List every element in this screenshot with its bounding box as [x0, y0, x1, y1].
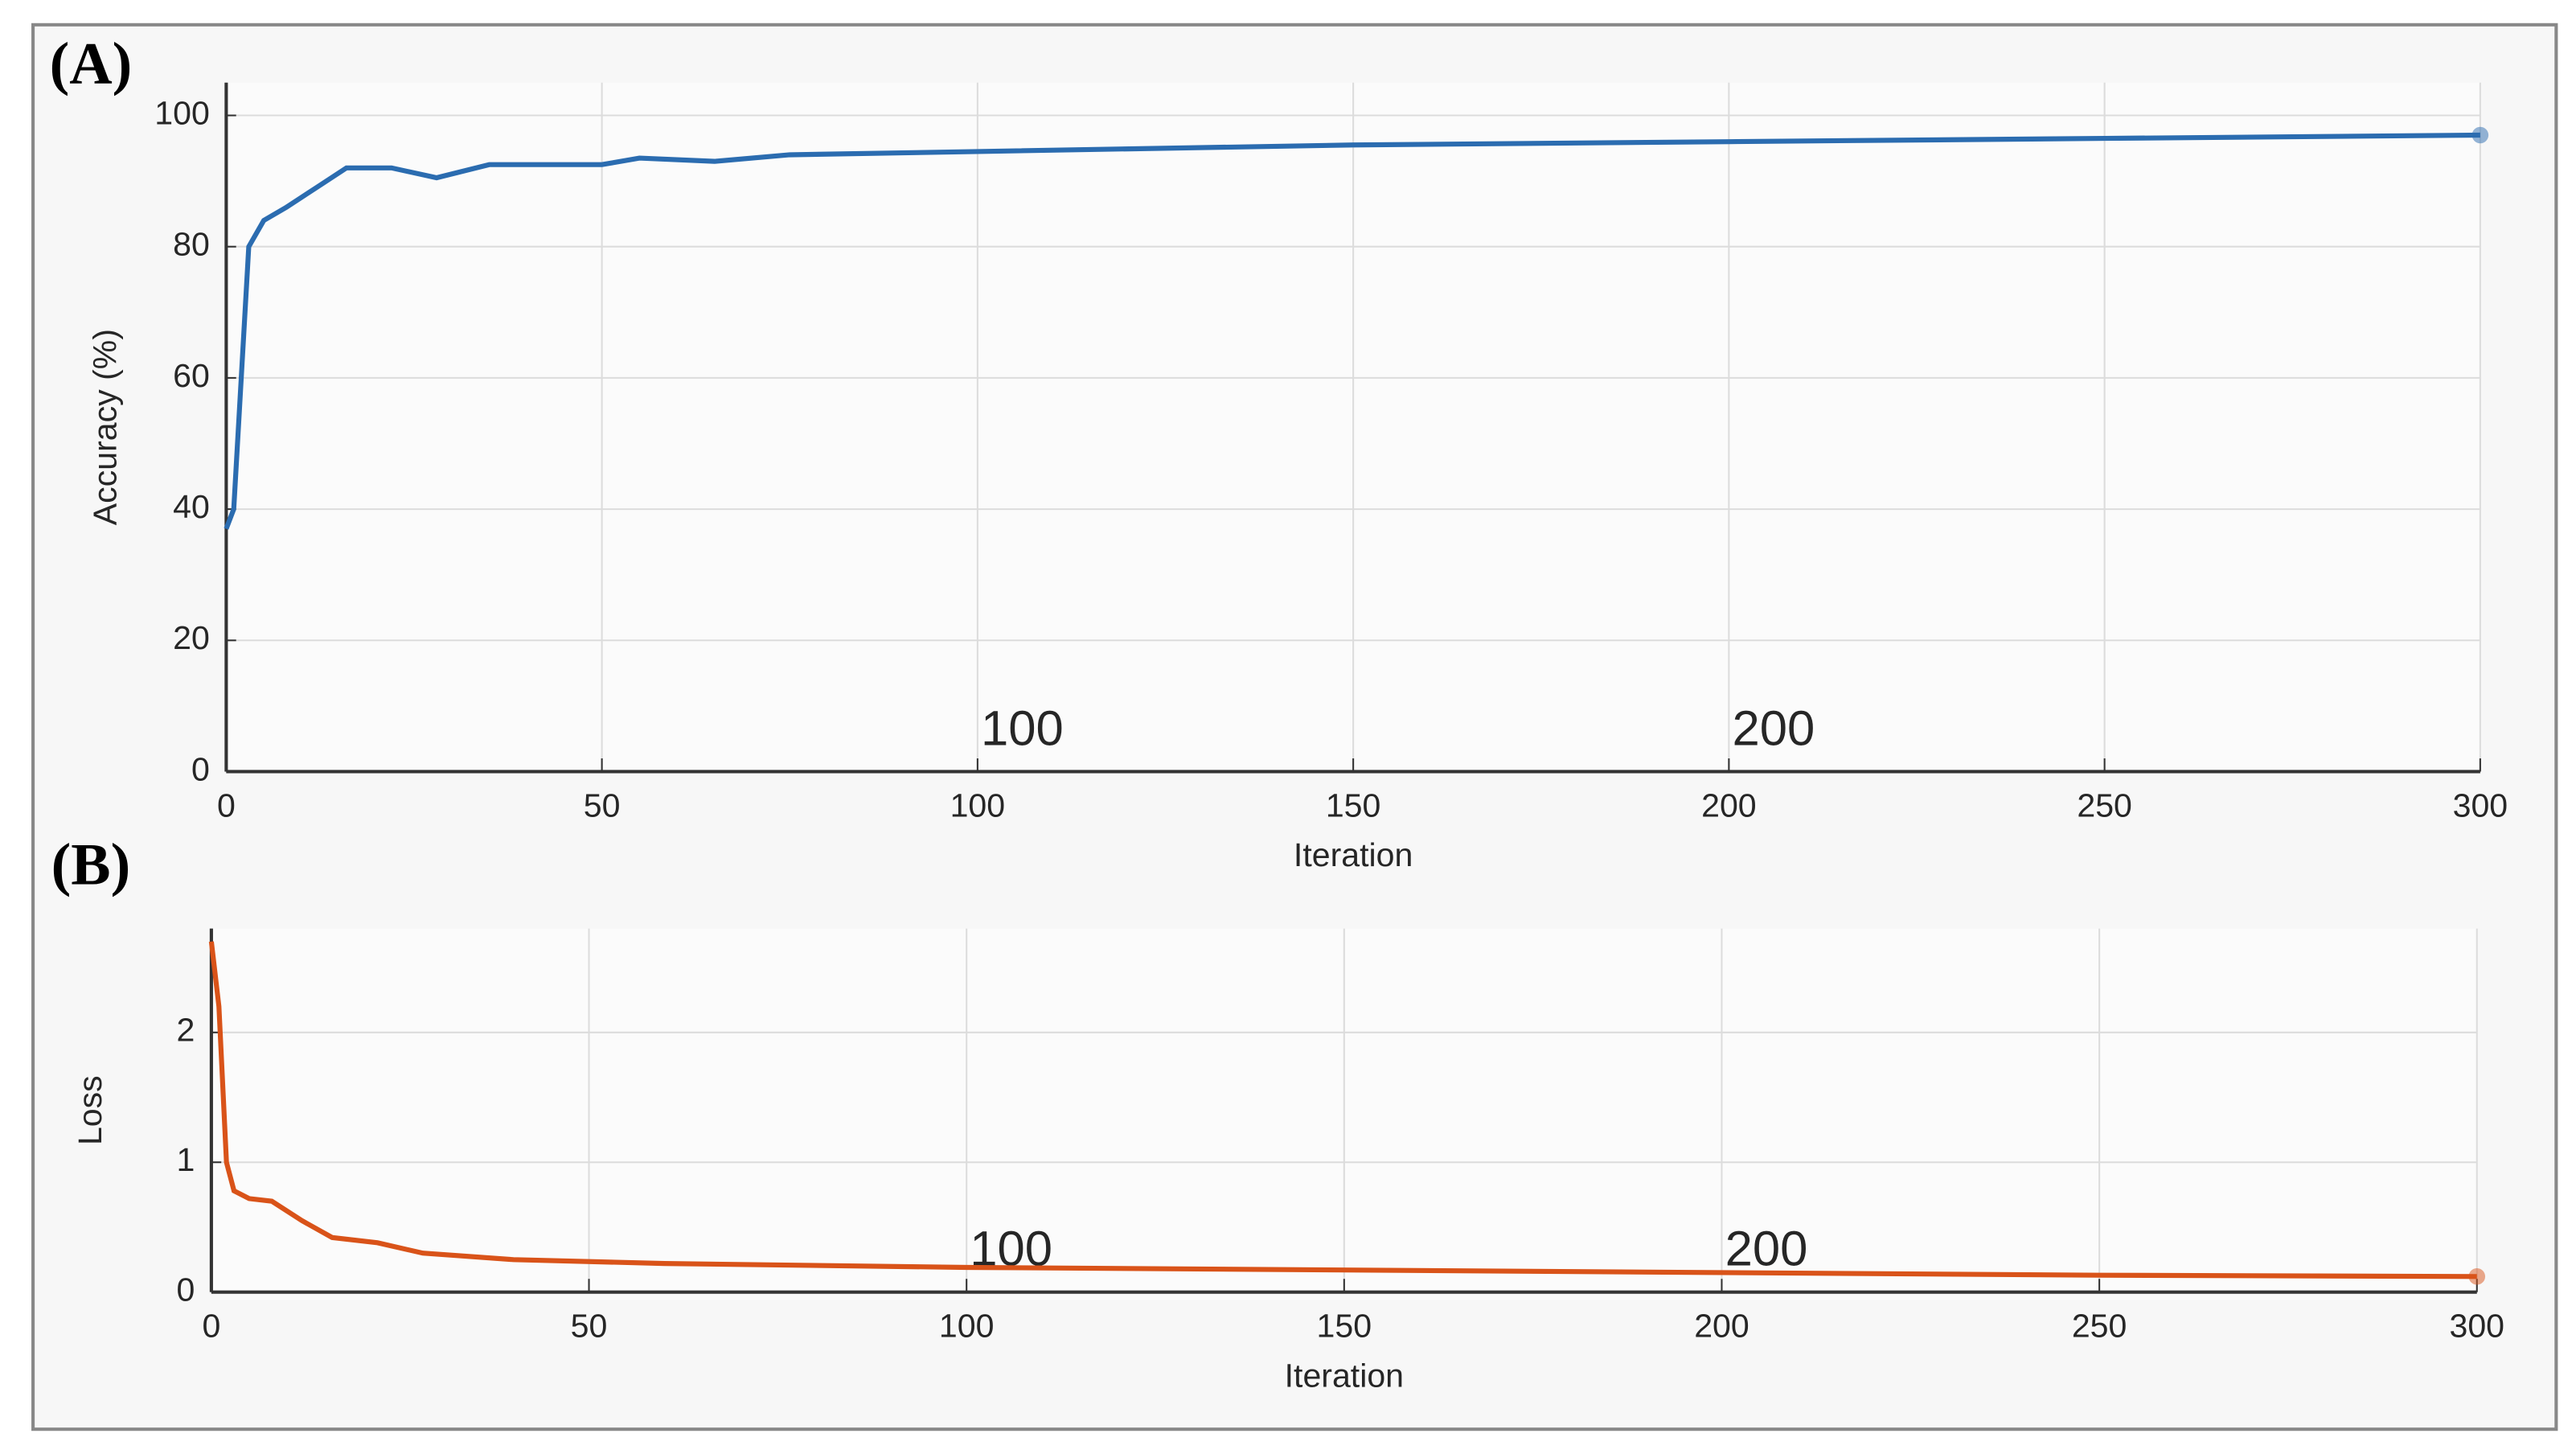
- x-axis-label: Iteration: [1285, 1357, 1404, 1394]
- y-tick-label: 1: [176, 1141, 195, 1178]
- end-marker: [2468, 1268, 2486, 1285]
- y-tick-label: 60: [173, 357, 210, 394]
- end-marker: [2471, 126, 2489, 144]
- line-series: [208, 941, 2477, 1279]
- y-tick-label: 2: [176, 1012, 195, 1049]
- annotation: 200: [1732, 700, 1815, 756]
- y-tick-label: 0: [191, 750, 210, 787]
- x-tick-label: 300: [2453, 787, 2508, 824]
- x-tick-label: 100: [939, 1308, 995, 1345]
- annotation: 100: [981, 700, 1064, 756]
- x-tick-label: 300: [2450, 1308, 2505, 1345]
- y-axis-label: Accuracy (%): [86, 329, 123, 525]
- x-tick-label: 250: [2072, 1308, 2127, 1345]
- annotation: 200: [1725, 1222, 1808, 1277]
- y-tick-label: 80: [173, 226, 210, 263]
- x-tick-label: 150: [1326, 787, 1381, 824]
- x-tick-label: 0: [202, 1308, 220, 1345]
- x-tick-label: 200: [1701, 787, 1757, 824]
- x-tick-label: 50: [571, 1308, 608, 1345]
- x-tick-label: 0: [217, 787, 236, 824]
- x-tick-label: 100: [950, 787, 1006, 824]
- x-tick-label: 200: [1694, 1308, 1749, 1345]
- panel-label: (B): [51, 832, 131, 897]
- x-tick-label: 50: [584, 787, 621, 824]
- y-axis-label: Loss: [72, 1075, 109, 1145]
- line-series: [224, 132, 2480, 530]
- panel-label: (A): [50, 30, 133, 96]
- y-tick-label: 20: [173, 619, 210, 656]
- x-tick-label: 150: [1317, 1308, 1372, 1345]
- y-tick-label: 100: [154, 94, 210, 131]
- x-tick-label: 250: [2077, 787, 2132, 824]
- y-tick-label: 0: [176, 1271, 195, 1308]
- y-tick-label: 40: [173, 488, 210, 525]
- x-axis-label: Iteration: [1294, 836, 1413, 873]
